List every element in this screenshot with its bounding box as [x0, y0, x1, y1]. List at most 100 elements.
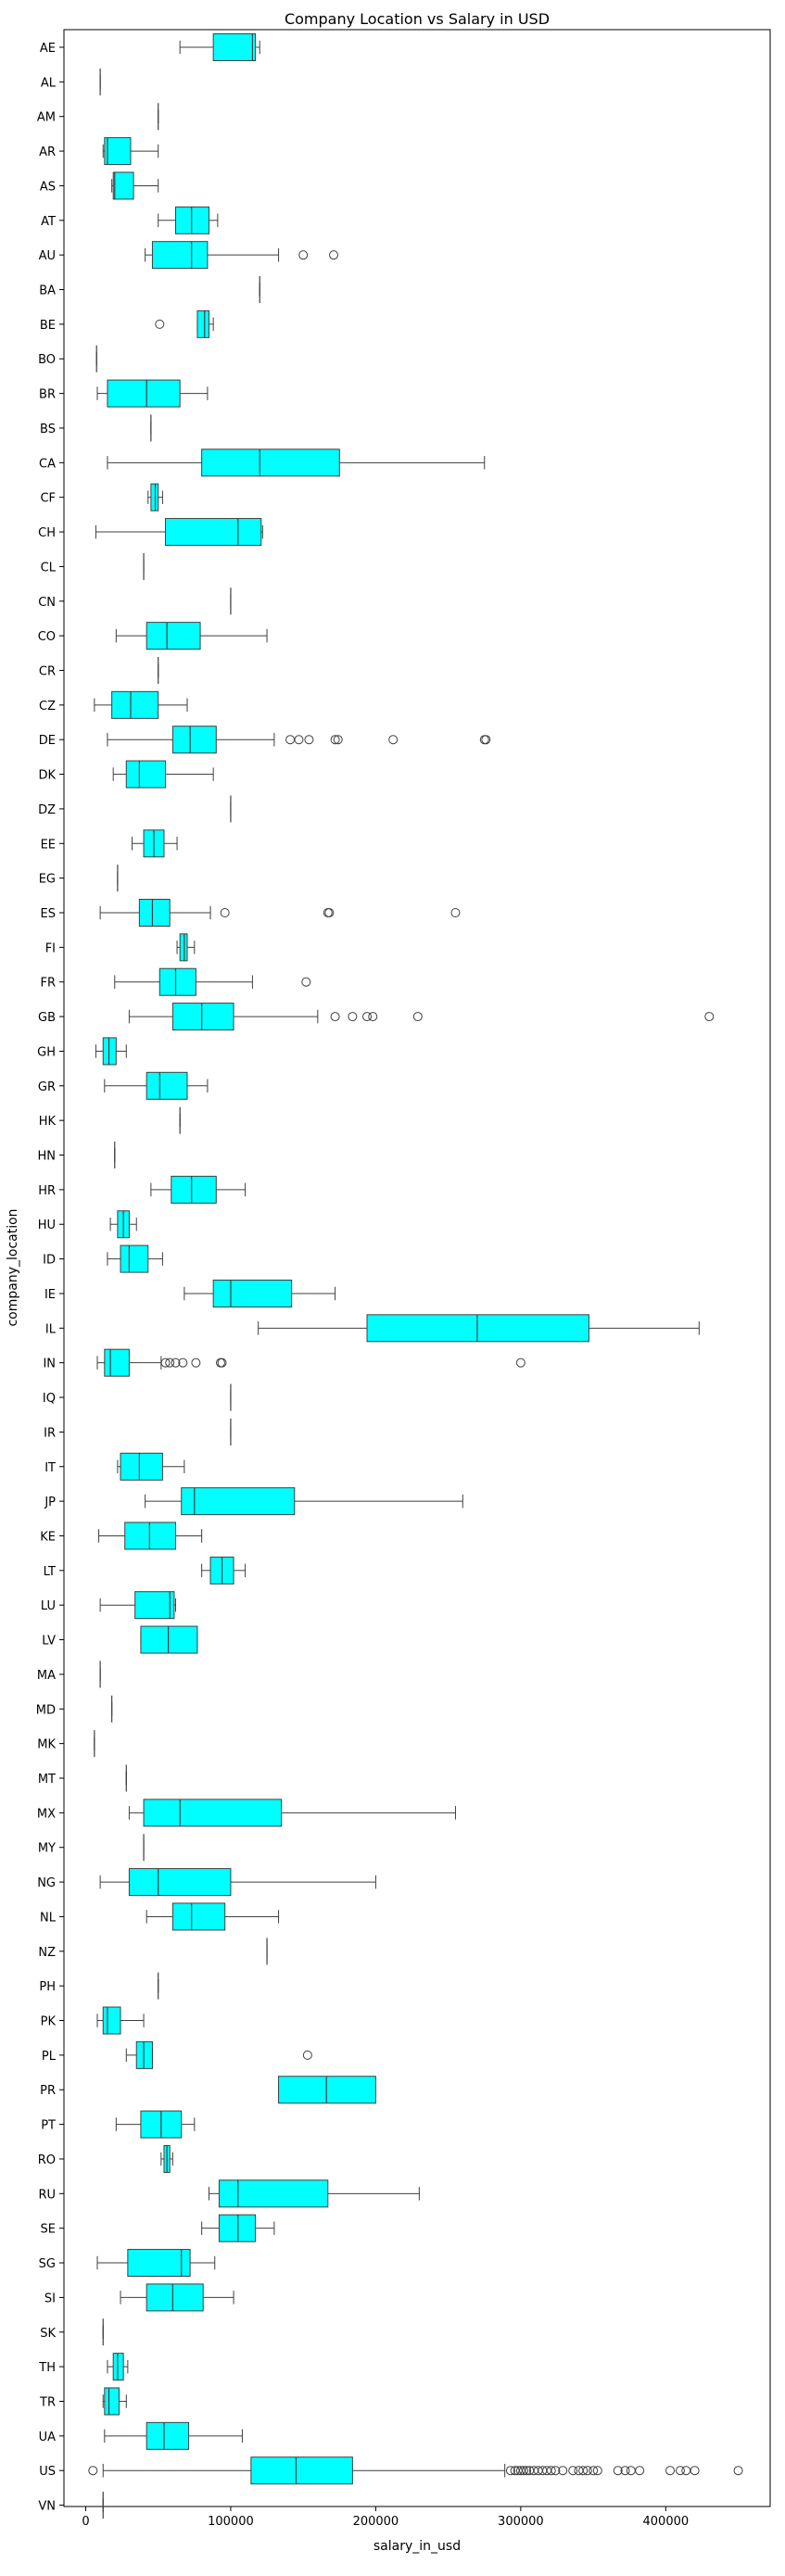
y-tick-label-ca: CA — [39, 457, 56, 471]
outlier-point — [592, 2466, 602, 2476]
iqr-box — [150, 483, 159, 511]
box-sg — [96, 2249, 216, 2278]
y-tick-label-lu: LU — [41, 1599, 56, 1613]
box-ie — [184, 1279, 336, 1307]
outlier-point — [165, 1357, 175, 1368]
outlier-point — [578, 2466, 589, 2476]
y-tick-label-jp: JP — [44, 1496, 56, 1509]
y-tick-label-th: TH — [38, 2361, 56, 2375]
y-tick-label-vn: VN — [38, 2500, 56, 2514]
outlier-point — [301, 977, 311, 987]
box-ua — [104, 2421, 243, 2450]
iqr-box — [102, 1037, 117, 1066]
outlier-point — [558, 2466, 568, 2476]
y-tick-label-ie: IE — [44, 1288, 56, 1302]
y-tick-label-tr: TR — [39, 2395, 56, 2409]
y-tick-label-ua: UA — [39, 2431, 57, 2444]
iqr-box — [171, 726, 217, 754]
y-tick-label-cl: CL — [41, 561, 57, 575]
box-ke — [98, 1522, 203, 1550]
box-ru — [208, 2179, 420, 2208]
outlier-point — [220, 908, 230, 917]
outlier-point — [298, 250, 309, 260]
iqr-box — [212, 1279, 293, 1307]
iqr-box — [125, 760, 167, 789]
box-pt — [115, 2110, 196, 2139]
iqr-box — [143, 1799, 283, 1827]
iqr-box — [278, 2076, 376, 2104]
outlier-point — [294, 735, 304, 745]
iqr-box — [146, 622, 201, 650]
y-tick-label-se: SE — [41, 2223, 56, 2237]
iqr-box — [218, 2214, 257, 2242]
y-tick-label-ke: KE — [40, 1530, 56, 1544]
outlier-point — [362, 1012, 373, 1022]
outlier-point — [675, 2466, 685, 2476]
y-tick-label-hn: HN — [38, 1150, 57, 1164]
y-tick-label-sk: SK — [40, 2327, 56, 2341]
iqr-box — [201, 448, 340, 477]
box-ae — [179, 33, 260, 61]
y-tick-label-ee: EE — [41, 838, 56, 852]
y-tick-label-il: IL — [45, 1322, 57, 1336]
outlier-point — [704, 1012, 715, 1022]
y-tick-label-ro: RO — [38, 2153, 56, 2167]
box-pl — [125, 2040, 312, 2069]
outlier-point — [568, 2466, 578, 2476]
box-lu — [99, 1591, 176, 1620]
box-lv — [140, 1625, 198, 1654]
iqr-box — [127, 2249, 191, 2278]
iqr-box — [124, 1522, 176, 1550]
iqr-box — [165, 518, 262, 547]
y-tick-label-cz: CZ — [39, 700, 56, 713]
y-tick-label-hu: HU — [38, 1219, 56, 1232]
outlier-point — [388, 735, 399, 745]
iqr-box — [112, 171, 134, 200]
box-nl — [146, 1902, 280, 1931]
x-axis-title: salary_in_usd — [374, 2539, 461, 2554]
y-tick-label-iq: IQ — [43, 1392, 56, 1406]
box-ch — [95, 518, 263, 547]
outlier-point — [733, 2466, 743, 2476]
iqr-box — [212, 33, 257, 61]
y-tick-label-bo: BO — [38, 353, 56, 367]
y-tick-label-co: CO — [38, 630, 56, 644]
box-si — [120, 2283, 234, 2312]
y-tick-label-es: ES — [41, 907, 56, 921]
outlier-point — [515, 1357, 525, 1368]
iqr-box — [146, 2283, 204, 2312]
outlier-point — [690, 2466, 700, 2476]
box-us — [88, 2456, 743, 2485]
outlier-point — [681, 2466, 691, 2476]
iqr-box — [102, 2006, 121, 2035]
y-axis-ticks: AE AL AM AR AS AT AU BA BE BO BR BS CA CF CH CL CN CO CR CZ… — [36, 42, 64, 2514]
y-tick-label-pt: PT — [41, 2119, 56, 2133]
outlier-point — [178, 1357, 188, 1368]
iqr-box — [171, 1175, 217, 1204]
y-tick-label-ru: RU — [38, 2188, 56, 2202]
chart-marks — [88, 33, 743, 2519]
y-tick-label-lt: LT — [44, 1565, 56, 1579]
y-axis-title: company_location — [6, 1208, 20, 1326]
outlier-point — [620, 2466, 630, 2476]
iqr-box — [366, 1314, 589, 1343]
y-tick-label-am: AM — [37, 111, 56, 125]
iqr-box — [146, 2421, 190, 2450]
iqr-box — [146, 1071, 188, 1100]
y-tick-label-ph: PH — [39, 1980, 56, 1994]
y-tick-label-gb: GB — [38, 1011, 56, 1025]
outlier-point — [635, 2466, 645, 2476]
iqr-box — [196, 309, 209, 338]
box-hr — [150, 1175, 247, 1204]
y-tick-label-eg: EG — [39, 873, 56, 887]
outlier-point — [613, 2466, 623, 2476]
y-tick-label-au: AU — [39, 249, 56, 263]
outlier-point — [368, 1012, 378, 1022]
iqr-box — [104, 2387, 120, 2416]
iqr-box — [181, 1487, 296, 1516]
outlier-point — [88, 2466, 98, 2476]
box-id — [107, 1244, 163, 1273]
box-il — [258, 1314, 700, 1343]
box-gr — [104, 1071, 209, 1100]
iqr-box — [138, 899, 171, 927]
